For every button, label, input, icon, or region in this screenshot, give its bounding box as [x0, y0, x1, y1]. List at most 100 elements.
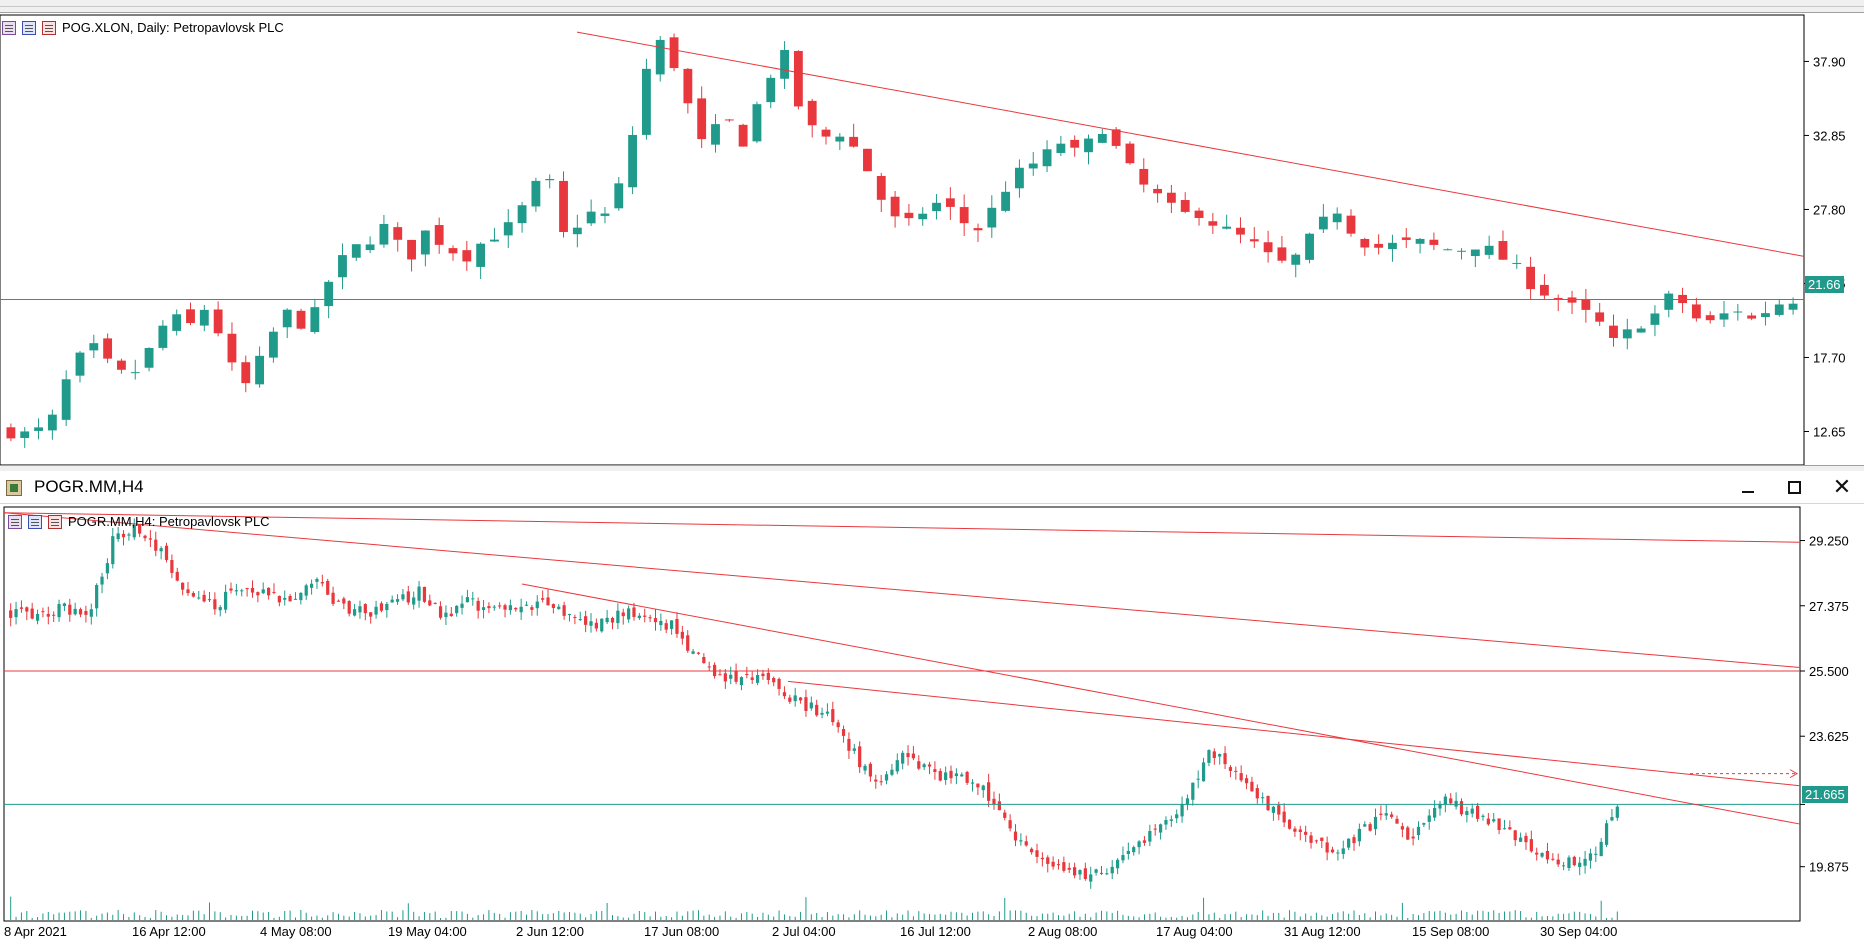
- daily-candle: [600, 213, 610, 216]
- daily-candle: [697, 98, 707, 140]
- daily-candle: [835, 136, 845, 142]
- h4-candle: [100, 576, 104, 585]
- h4-candle: [1094, 869, 1098, 873]
- h4-candle: [272, 591, 276, 593]
- h4-candle: [111, 536, 115, 565]
- h4-candle: [1277, 805, 1281, 815]
- daily-candle: [34, 427, 43, 431]
- close-button[interactable]: ✕: [1820, 473, 1864, 501]
- daily-candle: [420, 230, 430, 255]
- h4-candle: [406, 591, 410, 603]
- h4-candle: [884, 774, 889, 781]
- daily-candle: [1622, 329, 1632, 339]
- daily-candle: [793, 50, 803, 107]
- maximize-button[interactable]: [1772, 473, 1816, 501]
- h4-candle: [175, 571, 179, 581]
- h4-candle: [84, 611, 88, 615]
- h4-candle: [815, 704, 819, 716]
- daily-candle: [1097, 133, 1107, 143]
- close-icon: ✕: [1832, 474, 1852, 499]
- h4-candle: [121, 533, 126, 538]
- h4-candle: [589, 621, 593, 626]
- h4-candle: [1105, 873, 1109, 875]
- daily-candle: [1374, 243, 1384, 248]
- h4-plot-frame: [3, 506, 1801, 922]
- h4-candle: [594, 622, 598, 629]
- minimize-button[interactable]: [1726, 473, 1770, 501]
- h4-candle: [1293, 828, 1297, 832]
- h4-candle: [363, 604, 367, 614]
- h4-candle: [965, 771, 969, 783]
- h4-candle: [191, 593, 195, 597]
- daily-candle: [338, 255, 347, 278]
- h4-current-price-tag: 21.665: [1802, 786, 1848, 803]
- h4-candle: [1320, 837, 1324, 841]
- h4-candle: [1250, 781, 1254, 792]
- h4-candle: [186, 589, 190, 594]
- h4-candle: [1336, 852, 1340, 854]
- h4-candle: [535, 601, 539, 609]
- h4-candle: [863, 765, 867, 771]
- daily-candle: [227, 333, 237, 363]
- daily-candle: [1581, 298, 1591, 310]
- daily-candle: [959, 207, 969, 224]
- daily-candle: [310, 307, 320, 332]
- daily-candle: [973, 228, 983, 231]
- maximize-icon: [1787, 480, 1801, 494]
- h4-candle: [1003, 812, 1007, 818]
- h4-chart[interactable]: 29.250 27.375 25.500 23.625 19.875: [0, 504, 1864, 922]
- daily-candle: [117, 360, 126, 370]
- daily-candle: [1111, 129, 1121, 146]
- h4-candle: [379, 603, 384, 611]
- h4-candle: [347, 601, 351, 614]
- h4-candle: [471, 598, 475, 600]
- daily-chart-header: POG.XLON, Daily: Petropavlovsk PLC: [2, 20, 284, 35]
- h4-candle: [116, 533, 120, 540]
- h4-candle: [1475, 805, 1480, 819]
- h4-window-titlebar[interactable]: POGR.MM,H4 ✕: [0, 471, 1864, 504]
- h4-candle: [1207, 750, 1211, 763]
- daily-candle: [1595, 312, 1605, 322]
- daily-candle: [255, 355, 265, 385]
- h4-candle: [1158, 824, 1163, 833]
- time-axis-label: 2 Jul 04:00: [772, 924, 836, 939]
- h4-candle: [997, 801, 1001, 811]
- h4-candle: [358, 606, 362, 613]
- h4-candle: [266, 587, 271, 596]
- daily-candle: [20, 431, 30, 438]
- h4-candle: [277, 595, 281, 603]
- daily-candle: [945, 198, 955, 207]
- h4-candle: [1347, 838, 1351, 848]
- h4-candle: [841, 728, 846, 736]
- h4-candle: [1083, 868, 1087, 879]
- h4-candle: [584, 616, 588, 625]
- h4-candle: [1196, 778, 1200, 780]
- daily-candle: [241, 362, 251, 384]
- h4-candle: [1486, 818, 1490, 825]
- h4-candle: [1142, 840, 1147, 843]
- h4-candle: [1191, 782, 1195, 800]
- daily-candle: [1125, 143, 1135, 164]
- h4-candle: [659, 620, 663, 626]
- h4-y-tick-label: 23.625: [1809, 729, 1849, 744]
- daily-candle: [1222, 226, 1232, 229]
- daily-candle: [1609, 325, 1618, 338]
- daily-candle: [1263, 242, 1273, 253]
- h4-candle: [557, 606, 561, 610]
- h4-candle: [1330, 849, 1335, 853]
- h4-candle: [1443, 796, 1447, 805]
- daily-candle: [1567, 297, 1577, 303]
- daily-plot-frame: [0, 14, 1805, 465]
- h4-candle: [250, 587, 255, 593]
- terminal-app-icon: [6, 480, 22, 496]
- h4-candle: [245, 588, 249, 590]
- daily-candle: [1236, 227, 1245, 235]
- h4-candle: [686, 635, 690, 651]
- daily-current-price-tag: 21.66: [1805, 276, 1844, 293]
- daily-candle: [863, 148, 872, 172]
- h4-candle: [127, 534, 131, 536]
- h4-candle: [1422, 823, 1426, 825]
- daily-candle: [904, 212, 914, 219]
- daily-trendline: [576, 31, 1805, 257]
